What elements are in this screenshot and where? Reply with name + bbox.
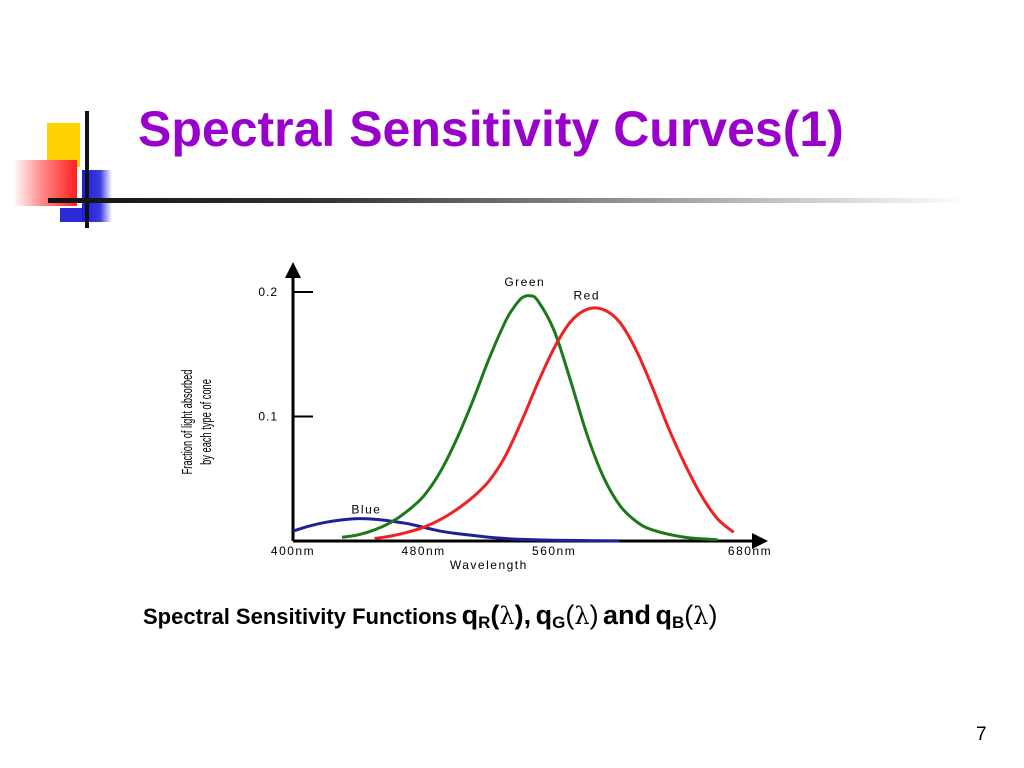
spectral-sensitivity-chart: Fraction of light absorbed by each type … bbox=[179, 262, 772, 572]
chart-labels-layer: 0.1 0.2 400nm 480nm 560nm 680nm Wavelength Blue… bbox=[258, 275, 772, 572]
caption: Spectral Sensitivity Functions qR(λ), qG… bbox=[143, 600, 717, 633]
y-tick-label: 0.2 bbox=[258, 285, 278, 299]
q-r-close-paren: ) bbox=[514, 600, 524, 630]
x-tick-label: 480nm bbox=[401, 544, 445, 558]
logo-blue-small-square bbox=[60, 208, 82, 222]
red-curve bbox=[374, 306, 735, 540]
y-axis-label-line-2: by each type of cone bbox=[198, 379, 215, 465]
q-r-lambda: λ bbox=[499, 602, 515, 630]
chart-axes bbox=[285, 262, 768, 549]
x-axis-label: Wavelength bbox=[450, 558, 528, 572]
green-series-label: Green bbox=[504, 275, 545, 289]
y-axis-label-line-1: Fraction of light absorbed bbox=[179, 370, 196, 475]
q-r-symbol: q bbox=[461, 600, 479, 630]
red-series-label: Red bbox=[574, 288, 601, 302]
x-axis-arrow bbox=[752, 533, 768, 549]
q-g-subscript: G bbox=[552, 613, 566, 632]
x-tick-label: 680nm bbox=[728, 544, 772, 558]
x-tick-label: 560nm bbox=[532, 544, 576, 558]
y-axis-label: Fraction of light absorbed by each type … bbox=[179, 370, 215, 475]
q-b-subscript: B bbox=[671, 613, 685, 632]
y-axis-arrow bbox=[285, 262, 301, 278]
q-b-open-paren: ( bbox=[684, 600, 694, 630]
page-number: 7 bbox=[976, 724, 987, 745]
caption-and: and bbox=[603, 600, 652, 630]
blue-curve bbox=[292, 517, 620, 543]
logo-yellow-square bbox=[47, 123, 80, 167]
caption-lead-text: Spectral Sensitivity Functions bbox=[143, 604, 458, 629]
q-r-open-paren: ( bbox=[490, 600, 500, 630]
slide-title: Spectral Sensitivity Curves(1) bbox=[138, 101, 844, 157]
green-curve bbox=[341, 294, 718, 542]
q-g-lambda: λ bbox=[574, 602, 590, 630]
title-underline-rule bbox=[48, 198, 968, 203]
q-b-symbol: q bbox=[655, 600, 672, 630]
q-b-lambda: λ bbox=[693, 602, 709, 630]
x-tick-label: 400nm bbox=[271, 544, 315, 558]
logo-vertical-line bbox=[85, 111, 89, 228]
blue-series-label: Blue bbox=[351, 503, 381, 517]
q-r-subscript: R bbox=[478, 613, 491, 632]
q-g-symbol: q bbox=[535, 600, 553, 630]
q-g-open-paren: ( bbox=[565, 600, 575, 630]
chart-series-layer bbox=[292, 294, 735, 543]
y-tick-label: 0.1 bbox=[258, 410, 278, 424]
caption-comma: , bbox=[523, 600, 532, 630]
q-g-close-paren: ) bbox=[589, 600, 599, 630]
q-b-close-paren: ) bbox=[708, 600, 718, 630]
